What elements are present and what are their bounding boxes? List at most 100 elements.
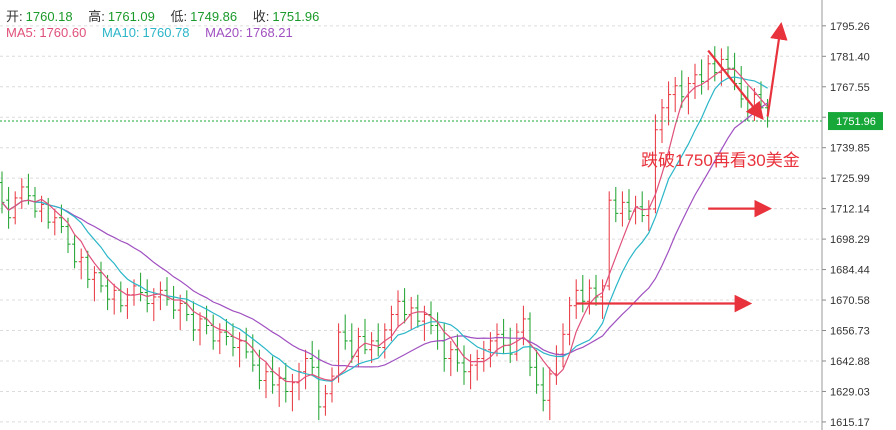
candle [85,250,91,289]
annotation-arrow [766,22,788,117]
ma20-line [1,102,768,368]
candle [699,59,705,95]
candle [375,323,381,357]
open-value: 1760.18 [25,9,73,24]
candle [151,288,157,322]
candle [111,283,117,315]
candle [316,349,322,421]
candle [12,191,18,225]
candle [52,208,58,236]
ma5-line [1,68,769,383]
ma10-line [1,76,768,382]
candle [355,327,361,368]
y-tick-label: 1725.99 [830,173,870,185]
open-label: 开: [6,9,23,24]
candle [322,384,328,416]
candle [369,332,375,363]
candle [501,318,507,355]
candle [547,367,553,421]
candle [580,274,586,313]
candle [342,314,348,350]
candle [157,281,163,311]
y-tick-label: 1767.55 [830,82,870,94]
candle [91,266,97,302]
candle [626,189,632,220]
candle [25,173,31,205]
annotation-arrows [576,22,788,313]
candle [362,318,368,355]
y-tick-label: 1698.29 [830,234,870,246]
candle [402,288,408,324]
candle [6,186,12,229]
y-tick-label: 1656.73 [830,326,870,338]
candle [454,334,460,372]
candle [613,186,619,223]
y-tick-label: 1642.88 [830,356,870,368]
candle [223,318,229,346]
candle [283,362,289,403]
ma5-value: 1760.60 [39,25,87,40]
ma5-label: MA5: [6,25,37,40]
candle [289,373,295,412]
y-tick-label: 1615.17 [830,417,870,429]
candle [534,349,540,394]
candle [738,65,744,108]
candle [487,332,493,368]
candle [395,290,401,328]
y-tick-label: 1712.14 [830,204,870,216]
candle [725,46,731,77]
candle [144,279,150,313]
candle [78,248,84,280]
candle [237,332,243,368]
candle [19,178,25,209]
candle [461,345,467,385]
candle [329,367,335,403]
candle [217,323,223,355]
candle [567,296,573,346]
candle [494,323,500,357]
candle [448,340,454,377]
candle [435,312,441,350]
candle [540,367,546,412]
candle [105,274,111,311]
candle [250,334,256,372]
candle [388,305,394,341]
candle [593,274,599,306]
low-label: 低: [170,9,188,24]
current-price-label: 1751.96 [836,116,876,128]
high-value: 1761.09 [107,9,155,24]
ma10-label: MA10: [101,25,140,40]
candle [560,323,566,368]
candle [190,301,196,341]
candle [171,285,177,319]
candle [619,191,625,227]
candle [468,354,474,390]
candle [639,191,645,223]
y-axis: 1795.261781.401767.551753.701739.851725.… [821,0,870,430]
close-label: 收: [252,9,270,24]
ma-header: MA5: 1760.60 MA10: 1760.78 MA20: 1768.21 [6,25,296,40]
candle [309,340,315,377]
candle [197,312,203,346]
annotation-arrow [707,49,764,121]
y-tick-label: 1670.58 [830,295,870,307]
y-tick-label: 1795.26 [830,21,870,33]
candle [270,356,276,394]
candle [666,81,672,126]
candle [692,63,698,99]
high-label: 高: [88,9,105,24]
candle [586,279,592,315]
current-price-tag: 1751.96 [828,112,883,131]
candle [481,340,487,372]
candle [276,367,282,407]
low-value: 1749.86 [190,9,238,24]
candle [118,281,124,313]
candle [164,277,170,306]
candle [58,204,64,234]
y-tick-label: 1781.40 [830,51,870,63]
candle [672,76,678,113]
y-tick-label: 1629.03 [830,386,870,398]
candles [0,46,771,421]
candle [263,362,269,399]
